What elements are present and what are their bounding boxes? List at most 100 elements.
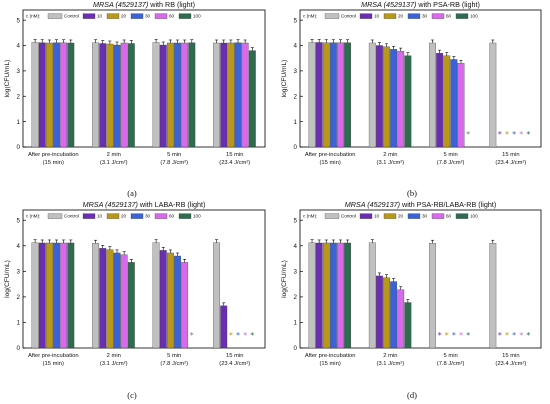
chart-panel-2: 0 1 2 3 4 5 log(CFU/mL) MRSA (4529137) with PSA… <box>281 0 542 198</box>
y-tick-label: 3 <box>17 269 21 276</box>
chart-title-italic: MRSA (4529137) <box>361 0 416 9</box>
chart-title-italic: MRSA (4529137) <box>93 0 148 9</box>
sterile-star-10: * <box>498 331 502 340</box>
bar-20 <box>45 42 53 148</box>
legend-label-20: 20 <box>121 214 127 219</box>
sterile-star-100: * <box>526 331 530 340</box>
legend-label-60: 60 <box>446 214 452 219</box>
y-tick-label: 0 <box>294 144 298 151</box>
legend-swatch-10 <box>82 213 96 219</box>
plot-frame <box>22 209 266 349</box>
legend-label-10: 10 <box>374 14 380 19</box>
legend-label-100: 100 <box>193 14 201 19</box>
bar-10 <box>99 43 107 148</box>
legend-swatch-100 <box>455 213 469 219</box>
bar-20 <box>166 42 174 148</box>
legend: c (nM): Control 10 20 30 60 100 <box>303 213 478 219</box>
category-label: 2 min <box>107 152 121 158</box>
category-label: 2 min <box>107 353 121 359</box>
sterile-star-100: * <box>466 130 470 139</box>
y-tick-label: 4 <box>294 43 298 50</box>
bar-60 <box>181 42 189 148</box>
y-tick-label: 1 <box>17 320 21 327</box>
bar-100 <box>344 242 352 349</box>
bar-60 <box>120 254 128 349</box>
bar-100 <box>344 42 352 148</box>
legend-swatch-60 <box>154 213 168 219</box>
bar-Control <box>489 42 497 148</box>
y-tick-label: 3 <box>17 68 21 75</box>
chart-title-rest: with LABA-RB (light) <box>138 200 206 209</box>
category-sublabel: (23.4 J/cm²) <box>219 361 250 367</box>
panel-label: (a) <box>127 188 137 198</box>
legend-label-100: 100 <box>470 14 478 19</box>
legend-label-20: 20 <box>398 214 404 219</box>
sterile-star-20: * <box>505 331 509 340</box>
category-label: After pre-incubation <box>305 152 356 158</box>
bar-30 <box>390 281 398 349</box>
panel-label: (b) <box>407 188 417 198</box>
legend-label-30: 30 <box>422 214 428 219</box>
y-axis-label: log(CFU/mL) <box>4 260 11 298</box>
bar-30 <box>113 44 121 148</box>
legend-label-30: 30 <box>422 14 428 19</box>
category-label: 5 min <box>444 353 458 359</box>
bar-30 <box>174 42 181 148</box>
bar-Control <box>368 242 376 349</box>
bar-10 <box>220 305 228 349</box>
legend-swatch-100 <box>178 13 192 19</box>
chart-panel-4: 0 1 2 3 4 5 log(CFU/mL) MRSA (4529137) with PSA… <box>281 200 542 400</box>
category-sublabel: (3.1 J/cm²) <box>100 361 128 367</box>
sterile-star-30: * <box>452 331 456 340</box>
bar-60 <box>60 242 68 349</box>
sterile-star-100: * <box>250 331 254 340</box>
bar-Control <box>489 243 497 349</box>
category-sublabel: (23.4 J/cm²) <box>219 160 250 166</box>
category-label: 15 min <box>226 353 243 359</box>
bar-Control <box>429 42 436 148</box>
category-label: 5 min <box>167 353 181 359</box>
legend-label-30: 30 <box>145 214 151 219</box>
category-label: 15 min <box>502 353 519 359</box>
category-sublabel: (3.1 J/cm²) <box>377 361 405 367</box>
category-sublabel: (23.4 J/cm²) <box>495 160 526 166</box>
bar-100 <box>127 262 135 349</box>
bar-30 <box>174 255 181 349</box>
bar-Control <box>213 42 221 148</box>
legend-swatch-Control <box>47 213 63 219</box>
chart-title-rest: with RB (light) <box>148 0 195 9</box>
sterile-star-10: * <box>498 130 502 139</box>
y-tick-label: 2 <box>17 294 21 301</box>
category-label: 2 min <box>383 152 397 158</box>
bar-20 <box>227 42 235 148</box>
chart-panel-1: 0 1 2 3 4 5 log(CFU/mL) MRSA (4529137) with RB … <box>4 0 266 198</box>
bar-Control <box>31 242 39 349</box>
category-sublabel: (15 min) <box>319 160 340 166</box>
category-label: After pre-incubation <box>28 152 79 158</box>
legend-swatch-10 <box>359 13 373 19</box>
bar-20 <box>383 46 390 148</box>
chart-title-italic: MRSA (4529137) <box>345 200 400 209</box>
bar-10 <box>376 275 383 349</box>
bar-Control <box>92 42 100 148</box>
y-tick-label: 0 <box>17 345 21 352</box>
bar-Control <box>92 243 100 349</box>
legend-swatch-60 <box>154 13 168 19</box>
bar-100 <box>67 242 75 349</box>
category-sublabel: (7.8 J/cm²) <box>160 160 188 166</box>
bar-20 <box>166 252 174 349</box>
category-sublabel: (23.4 J/cm²) <box>495 361 526 367</box>
bar-Control <box>429 243 436 349</box>
bar-100 <box>127 43 135 148</box>
bar-100 <box>188 42 196 148</box>
plot-frame <box>299 9 542 148</box>
bar-10 <box>159 44 167 148</box>
category-sublabel: (7.8 J/cm²) <box>437 361 465 367</box>
category-sublabel: (15 min) <box>43 160 64 166</box>
legend-title: c (nM): <box>26 14 40 19</box>
legend-label-Control: Control <box>341 14 356 19</box>
panel-label: (c) <box>127 390 137 400</box>
legend-swatch-30 <box>130 13 144 19</box>
bar-20 <box>106 249 114 349</box>
